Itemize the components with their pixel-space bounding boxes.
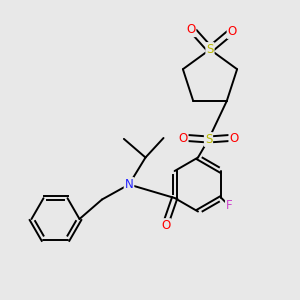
Text: O: O	[228, 25, 237, 38]
Text: S: S	[206, 43, 214, 56]
Text: O: O	[186, 23, 195, 36]
Text: O: O	[178, 131, 188, 145]
Text: O: O	[230, 131, 238, 145]
Text: F: F	[226, 199, 232, 212]
Text: N: N	[124, 178, 134, 191]
Text: S: S	[205, 133, 212, 146]
Text: O: O	[161, 219, 170, 232]
